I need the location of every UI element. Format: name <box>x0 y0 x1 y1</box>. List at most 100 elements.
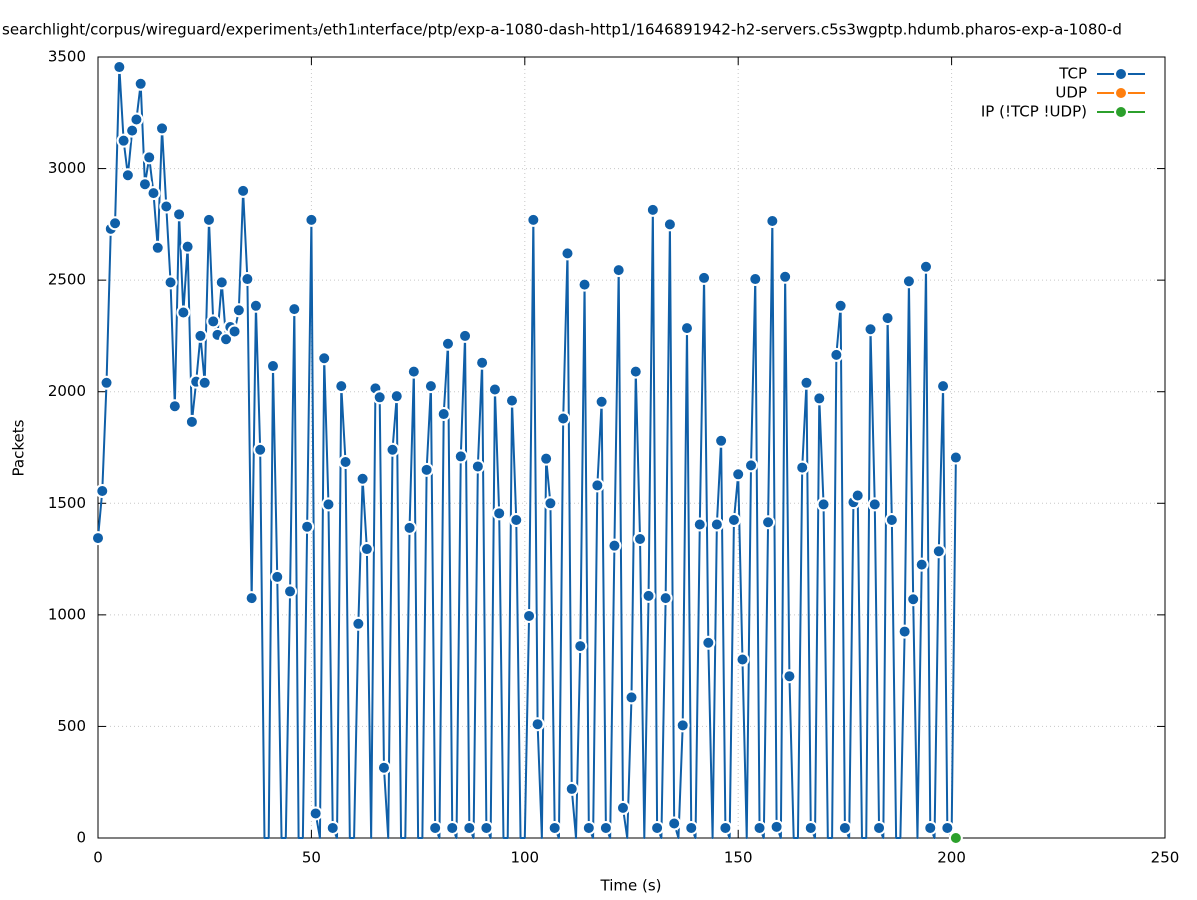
data-point <box>248 298 263 313</box>
data-point <box>231 303 246 318</box>
x-tick-label: 100 <box>510 849 539 867</box>
data-point <box>577 277 592 292</box>
data-point <box>355 471 370 486</box>
legend-label: IP (!TCP !UDP) <box>981 103 1087 121</box>
data-point <box>150 240 165 255</box>
data-point <box>206 314 221 329</box>
data-point <box>458 328 473 343</box>
data-point <box>906 592 921 607</box>
data-point <box>744 458 759 473</box>
data-point <box>948 831 963 845</box>
data-point <box>214 275 229 290</box>
data-point <box>573 639 588 654</box>
data-point <box>219 332 234 347</box>
data-point <box>769 819 784 834</box>
data-point <box>581 820 596 835</box>
data-point <box>880 311 895 326</box>
data-point <box>522 608 537 623</box>
data-point <box>108 216 123 231</box>
data-point <box>564 781 579 796</box>
data-point <box>812 391 827 406</box>
data-point <box>287 302 302 317</box>
data-point <box>163 275 178 290</box>
y-tick-label: 1000 <box>48 605 86 623</box>
y-tick-label: 0 <box>76 829 86 847</box>
data-point <box>658 591 673 606</box>
y-tick-label: 3000 <box>48 159 86 177</box>
data-point <box>244 591 259 606</box>
data-point <box>338 455 353 470</box>
data-point <box>197 375 212 390</box>
data-point <box>897 624 912 639</box>
data-point <box>155 121 170 136</box>
data-point <box>334 379 349 394</box>
data-point <box>816 497 831 512</box>
data-point <box>590 478 605 493</box>
data-point <box>453 449 468 464</box>
data-point <box>560 246 575 261</box>
legend-marker <box>1114 86 1128 100</box>
data-point <box>667 816 682 831</box>
y-tick-label: 2500 <box>48 271 86 289</box>
data-point <box>752 820 767 835</box>
x-tick-label: 150 <box>724 849 753 867</box>
data-point <box>748 272 763 287</box>
data-point <box>731 467 746 482</box>
x-tick-label: 0 <box>93 849 103 867</box>
data-point <box>829 347 844 362</box>
data-point <box>782 669 797 684</box>
data-point <box>692 517 707 532</box>
legend-label: TCP <box>1058 65 1087 83</box>
data-point <box>376 760 391 775</box>
data-point <box>479 820 494 835</box>
data-point <box>530 717 545 732</box>
data-point <box>385 442 400 457</box>
data-point <box>645 202 660 217</box>
data-point <box>833 298 848 313</box>
data-point <box>265 359 280 374</box>
data-point <box>543 496 558 511</box>
data-point <box>850 488 865 503</box>
data-point <box>867 497 882 512</box>
data-point <box>547 820 562 835</box>
data-point <box>308 806 323 821</box>
x-tick-label: 250 <box>1151 849 1180 867</box>
data-point <box>799 375 814 390</box>
data-point <box>406 364 421 379</box>
data-point <box>718 820 733 835</box>
data-point <box>176 305 191 320</box>
data-point <box>436 407 451 422</box>
data-point <box>236 183 251 198</box>
data-point <box>317 351 332 366</box>
legend-label: UDP <box>1055 84 1087 102</box>
data-point <box>440 336 455 351</box>
x-axis-label: Time (s) <box>600 877 662 895</box>
data-point <box>918 259 933 274</box>
data-point <box>283 584 298 599</box>
x-tick-label: 50 <box>302 849 321 867</box>
data-point <box>931 544 946 559</box>
data-point <box>633 531 648 546</box>
legend-marker <box>1114 67 1128 81</box>
data-point <box>351 616 366 631</box>
data-point <box>778 269 793 284</box>
data-point <box>462 820 477 835</box>
data-point <box>611 263 626 278</box>
data-point <box>193 328 208 343</box>
data-point <box>641 588 656 603</box>
data-point <box>304 212 319 227</box>
data-point <box>402 520 417 535</box>
data-point <box>884 513 899 528</box>
data-point <box>662 217 677 232</box>
data-point <box>765 214 780 229</box>
data-point <box>901 274 916 289</box>
data-point <box>159 199 174 214</box>
data-point <box>201 212 216 227</box>
plot-border <box>97 56 1166 839</box>
data-point <box>99 375 114 390</box>
data-point <box>914 557 929 572</box>
data-point <box>923 820 938 835</box>
data-point <box>679 321 694 336</box>
